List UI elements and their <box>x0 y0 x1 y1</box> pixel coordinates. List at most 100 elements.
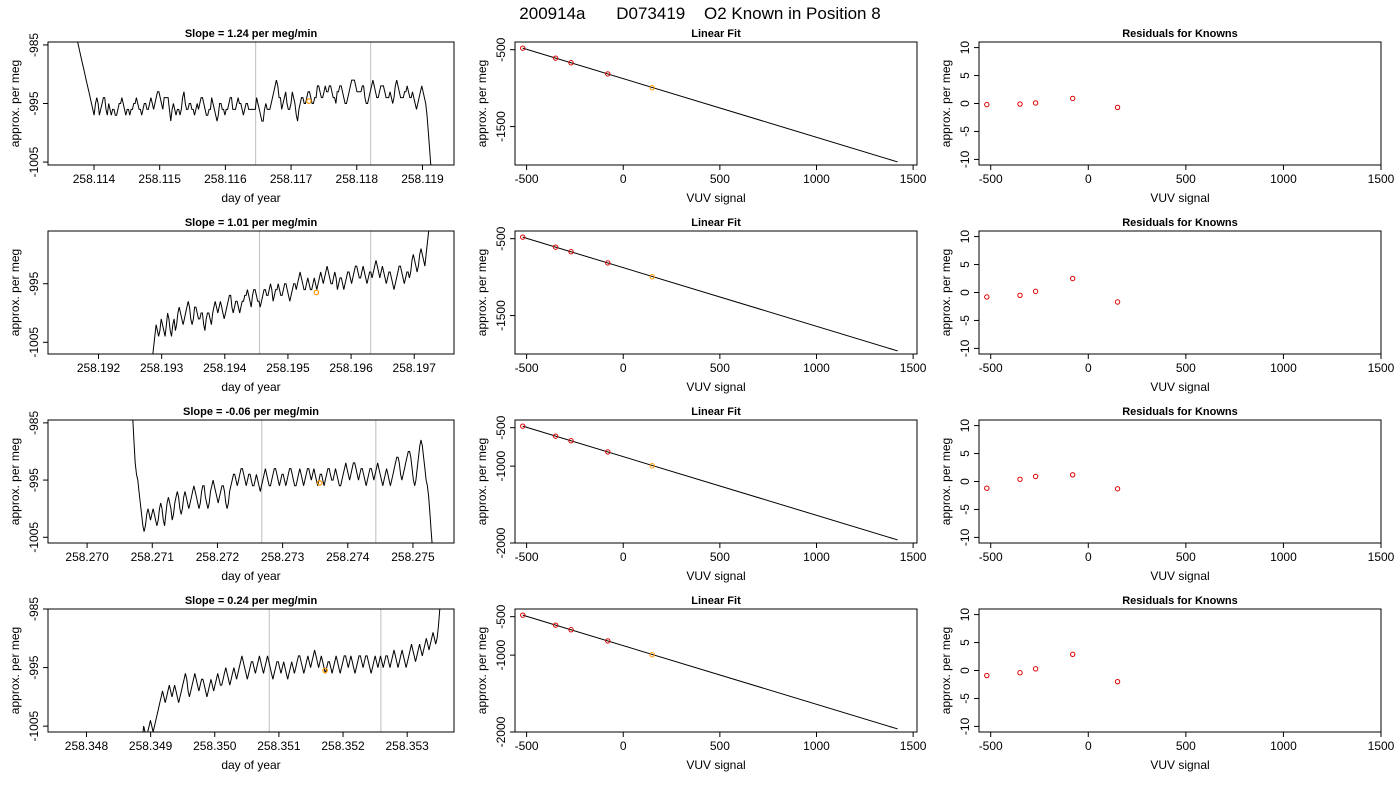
x-tick-label: 500 <box>710 550 730 564</box>
plot-area <box>520 612 898 730</box>
residual-point <box>984 294 990 300</box>
x-tick-label: -500 <box>515 172 539 186</box>
x-tick-label: 258.117 <box>270 172 313 186</box>
y-axis-label: approx. per meg <box>939 627 953 714</box>
y-tick-label: -10 <box>958 150 972 168</box>
plot-area <box>132 420 433 543</box>
panel-title: Linear Fit <box>691 595 741 607</box>
x-tick-label: 258.197 <box>393 361 437 375</box>
y-axis-label: approx. per meg <box>939 60 953 147</box>
plot-frame <box>47 230 455 355</box>
y-axis-label: approx. per meg <box>8 627 22 714</box>
y-tick-label: 0 <box>958 100 972 107</box>
plot-frame <box>47 419 455 544</box>
x-tick-label: -500 <box>979 739 1003 753</box>
x-tick-label: 258.118 <box>336 172 379 186</box>
fit-point <box>552 55 559 61</box>
x-axis-label: day of year <box>221 758 280 772</box>
plot-area <box>984 651 1121 685</box>
y-tick-label: -5 <box>958 693 972 704</box>
residual-point <box>1032 666 1039 672</box>
y-tick-label: -995 <box>27 91 41 115</box>
y-tick-label: -995 <box>27 271 41 295</box>
x-axis-label: VUV signal <box>1150 758 1209 772</box>
panel-2-1: Slope = 1.01 per meg/min 258.192 258.193 25… <box>8 217 455 394</box>
x-tick-label: 258.349 <box>129 739 173 753</box>
x-axis-label: VUV signal <box>1150 191 1209 205</box>
y-tick-label: -1005 <box>27 522 41 553</box>
panel-3-3: Residuals for Knowns -500 0 500 1000 1500 VUV … <box>939 406 1395 583</box>
y-tick-label: 10 <box>958 230 972 244</box>
y-axis: 10 5 0 -5 -10 <box>958 230 979 357</box>
y-axis: -985 -995 -1005 <box>27 411 48 553</box>
residual-point <box>1017 101 1023 107</box>
fit-point <box>552 622 559 628</box>
residual-point <box>1032 473 1039 480</box>
y-tick-label: 5 <box>958 450 972 457</box>
y-axis: -500 -1500 <box>494 226 515 331</box>
fit-point <box>649 652 655 658</box>
x-tick-label: 1500 <box>1368 550 1395 564</box>
y-tick-label: 10 <box>958 608 972 622</box>
panel-title: Slope = 0.24 per meg/min <box>185 595 318 607</box>
y-tick-label: -1005 <box>27 327 41 358</box>
plot-area <box>520 234 898 352</box>
y-axis-label: approx. per meg <box>8 249 22 336</box>
x-tick-label: 0 <box>620 172 627 186</box>
y-tick-label: -10 <box>958 528 972 546</box>
plot-area <box>984 275 1121 305</box>
plot-area <box>142 609 441 732</box>
residual-point <box>1032 100 1039 106</box>
fit-point <box>605 638 611 644</box>
plot-frame <box>514 419 918 544</box>
x-axis: 258.192 258.193 258.194 258.195 258.196 258.1… <box>77 354 436 375</box>
panel-title: Slope = 1.24 per meg/min <box>185 28 318 40</box>
fit-line <box>522 614 898 730</box>
plot-frame <box>978 608 1382 733</box>
residual-point <box>1017 476 1023 482</box>
residual-point <box>1114 486 1121 492</box>
x-tick-label: 258.348 <box>65 739 109 753</box>
x-tick-label: 500 <box>1176 739 1196 753</box>
panel-title: Slope = 1.01 per meg/min <box>185 217 318 229</box>
x-tick-label: 500 <box>710 361 730 375</box>
residual-point <box>984 485 990 491</box>
plot-frame <box>978 419 1382 544</box>
x-tick-label: 1500 <box>1368 172 1395 186</box>
title-tank: D073419 <box>616 4 685 23</box>
y-tick-label: -500 <box>494 37 508 61</box>
x-axis-label: day of year <box>221 380 280 394</box>
x-tick-label: 1000 <box>803 172 830 186</box>
figure-title: 200914a D073419 O2 Known in Position 8 <box>519 4 880 23</box>
x-tick-label: 258.272 <box>196 550 240 564</box>
x-tick-label: -500 <box>979 172 1003 186</box>
y-tick-label: -1500 <box>494 300 508 331</box>
fit-point <box>552 433 559 439</box>
plot-area <box>520 423 898 541</box>
residual-point <box>1069 275 1076 282</box>
residual-point <box>1114 299 1121 305</box>
y-axis-label: approx. per meg <box>475 438 489 525</box>
fit-point <box>568 60 574 66</box>
x-tick-label: 1000 <box>803 361 830 375</box>
panel-title: Residuals for Knowns <box>1122 406 1238 418</box>
residual-point <box>1114 104 1121 111</box>
x-tick-label: 258.351 <box>257 739 301 753</box>
x-tick-label: 258.353 <box>385 739 429 753</box>
x-tick-label: 1500 <box>1368 361 1395 375</box>
plot-frame <box>47 608 455 733</box>
panel-title: Linear Fit <box>691 217 741 229</box>
fit-line <box>522 47 898 163</box>
x-tick-label: 0 <box>1085 361 1092 375</box>
y-tick-label: -985 <box>27 33 41 57</box>
x-tick-label: 258.193 <box>140 361 184 375</box>
x-axis-label: day of year <box>221 191 280 205</box>
x-axis-label: VUV signal <box>686 380 745 394</box>
x-axis-label: VUV signal <box>1150 569 1209 583</box>
x-tick-label: 258.352 <box>321 739 365 753</box>
y-axis: -500 -1000 -2000 <box>494 604 515 747</box>
signal-trace <box>142 609 441 732</box>
x-tick-label: 1000 <box>1270 361 1297 375</box>
